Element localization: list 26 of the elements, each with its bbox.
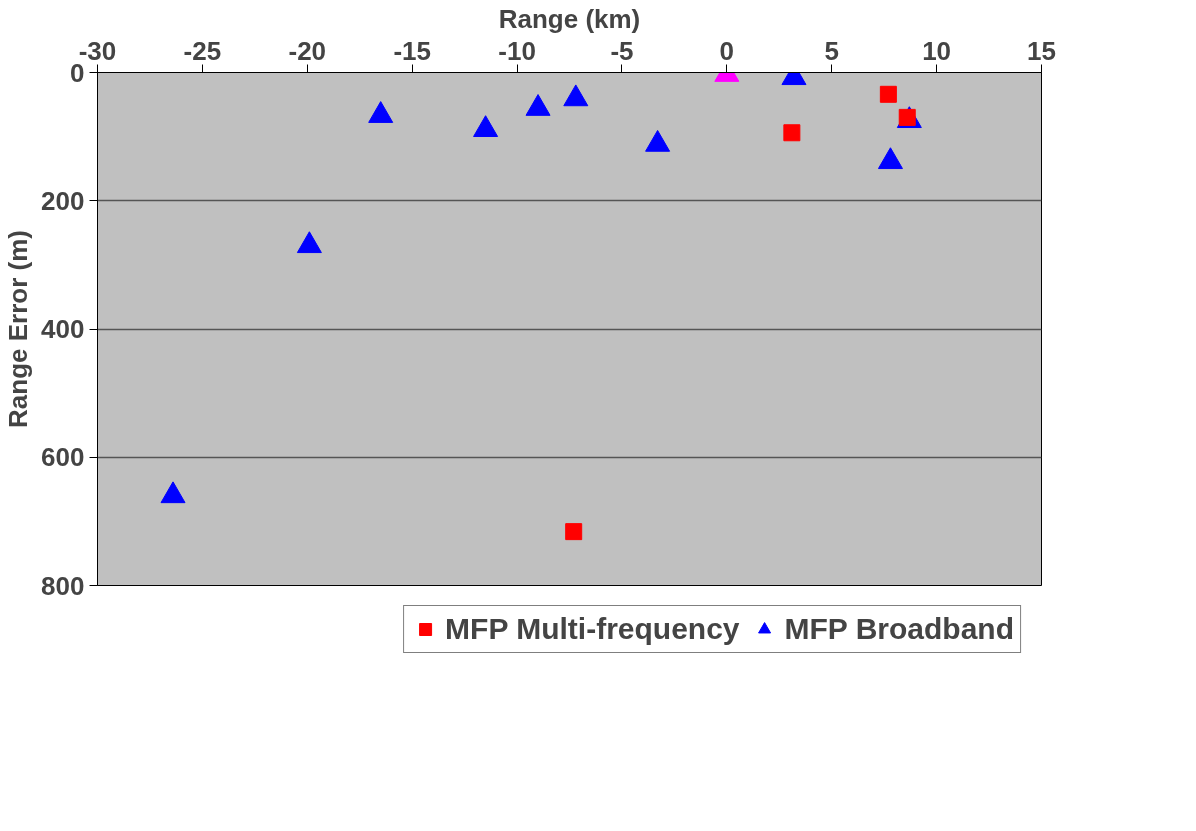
- point: [473, 115, 499, 137]
- point: [296, 231, 322, 254]
- x-tick-label: -5: [610, 35, 634, 66]
- x-tick-label: -25: [183, 35, 222, 66]
- x-axis-title: Range (km): [498, 3, 641, 34]
- point: [368, 101, 394, 123]
- x-tick-label: 15: [1027, 35, 1056, 66]
- x-tick-label: -15: [393, 35, 431, 66]
- y-tick-label: 0: [70, 57, 85, 88]
- x-tick-label: 5: [824, 35, 839, 66]
- y-tick-label: 600: [41, 442, 85, 473]
- x-tick-label: 0: [719, 35, 735, 66]
- point: [645, 129, 671, 152]
- legend-label: MFP Broadband: [784, 612, 1014, 646]
- point: [877, 147, 903, 170]
- point: [563, 84, 589, 107]
- y-axis-title: Range Error (m): [3, 230, 34, 428]
- point: [160, 481, 186, 504]
- x-tick-label: -20: [288, 35, 327, 66]
- y-tick-label: 200: [41, 185, 85, 216]
- x-tick-label: -10: [498, 35, 536, 66]
- legend-label: MFP Multi-frequency: [445, 612, 740, 646]
- x-tick-label: 10: [922, 35, 952, 66]
- y-tick-label: 400: [41, 314, 85, 344]
- y-tick-label: 800: [41, 570, 85, 601]
- point: [525, 94, 551, 116]
